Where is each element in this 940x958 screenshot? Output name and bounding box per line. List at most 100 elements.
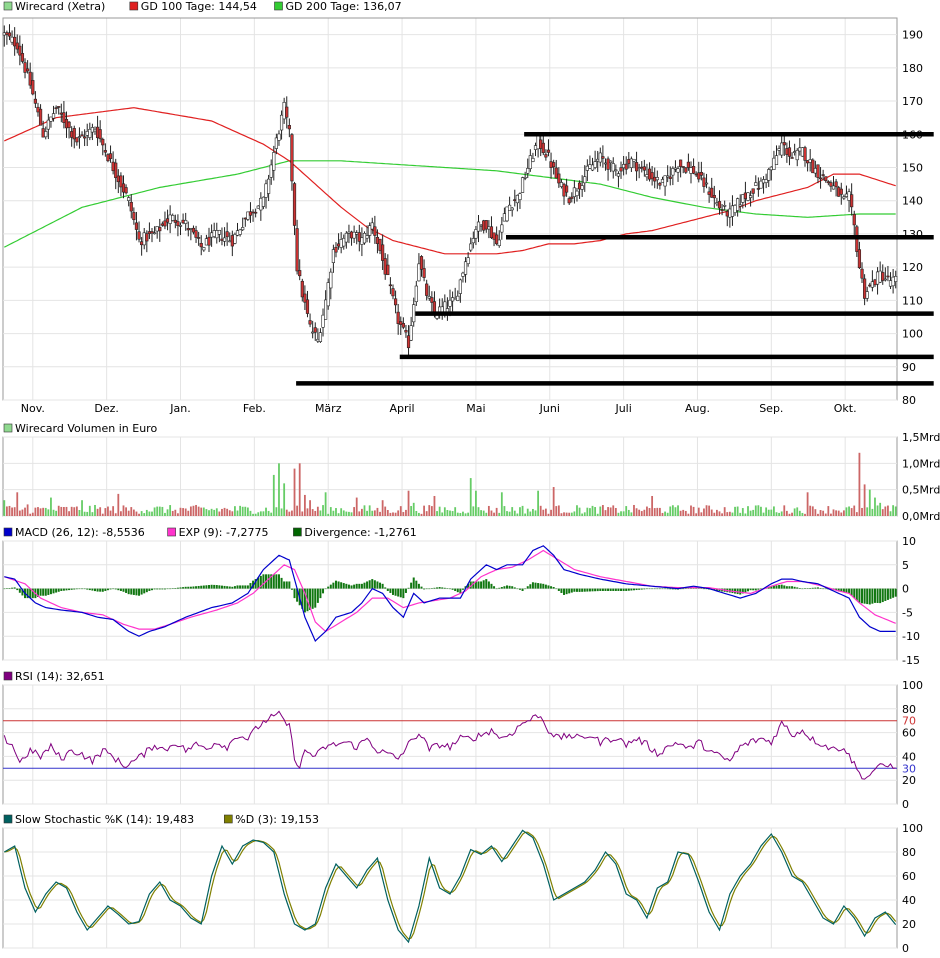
- volume-bar: [762, 512, 765, 516]
- rsi-ytick-label: 60: [902, 727, 916, 740]
- volume-bar: [601, 505, 604, 516]
- candle-down: [668, 176, 672, 179]
- volume-bar: [50, 497, 52, 516]
- macd-divergence-bar: [754, 588, 757, 591]
- candle-down: [818, 177, 823, 180]
- macd-divergence-bar: [770, 586, 773, 589]
- price-xtick-label: März: [315, 402, 342, 415]
- candle-down: [658, 182, 662, 186]
- candle-down: [782, 142, 786, 146]
- candle-down: [860, 268, 864, 279]
- legend-label-2: Divergence: -1,2761: [304, 526, 416, 539]
- macd-divergence-bar: [280, 577, 283, 589]
- macd-divergence-bar: [653, 588, 656, 590]
- volume-bar: [249, 510, 252, 516]
- volume-bar: [710, 509, 713, 516]
- macd-divergence-bar: [272, 574, 275, 589]
- macd-divergence-bar: [360, 583, 363, 589]
- candle-down: [165, 218, 170, 223]
- volume-bar: [412, 502, 415, 516]
- macd-divergence-bar: [573, 588, 576, 592]
- volume-bar: [806, 492, 809, 516]
- candle-up: [875, 271, 880, 285]
- candle-down: [33, 98, 37, 104]
- macd-divergence-bar: [171, 588, 174, 589]
- price-xtick-label: April: [389, 402, 414, 415]
- candle-up: [471, 238, 475, 244]
- candle-down: [98, 129, 102, 140]
- candle-up: [518, 193, 522, 200]
- macd-divergence-bar: [627, 588, 630, 591]
- volume-bar: [16, 492, 19, 516]
- candle-down: [699, 171, 703, 176]
- macd-divergence-bar: [314, 588, 317, 608]
- volume-bar: [674, 507, 677, 516]
- macd-divergence-bar: [42, 588, 45, 596]
- candle-up: [246, 211, 250, 220]
- macd-divergence-bar: [241, 585, 244, 589]
- macd-divergence-bar: [376, 581, 379, 589]
- macd-divergence-bar: [793, 586, 796, 589]
- price-ytick-label: 100: [902, 328, 923, 341]
- macd-divergence-bar: [739, 588, 742, 595]
- volume-bar: [581, 513, 584, 516]
- macd-divergence-bar: [485, 579, 488, 589]
- macd-divergence-bar: [151, 588, 153, 591]
- candle-up: [269, 164, 273, 178]
- volume-bar: [78, 509, 81, 516]
- volume-bar: [814, 509, 817, 516]
- macd-divergence-bar: [759, 588, 762, 590]
- volume-bar: [246, 507, 249, 516]
- volume-bar: [397, 510, 400, 516]
- volume-bar: [728, 511, 731, 516]
- volume-bar: [798, 510, 801, 516]
- candle-down: [313, 327, 317, 333]
- macd-divergence-bar: [93, 588, 96, 592]
- candle-up: [660, 179, 665, 183]
- price-xtick-label: Feb.: [243, 402, 266, 415]
- macd-divergence-bar: [425, 588, 428, 590]
- volume-bar: [350, 512, 353, 516]
- candle-up: [210, 232, 214, 238]
- candle-up: [741, 194, 745, 203]
- macd-divergence-bar: [176, 587, 179, 589]
- volume-bar: [324, 492, 327, 516]
- macd-divergence-bar: [855, 588, 858, 601]
- price-ytick-label: 180: [902, 62, 923, 75]
- macd-divergence-bar: [430, 588, 433, 589]
- candle-up: [888, 280, 893, 287]
- candle-down: [404, 330, 408, 333]
- volume-bar: [791, 512, 793, 516]
- macd-divergence-bar: [202, 585, 205, 589]
- price-xtick-label: Aug.: [685, 402, 710, 415]
- candle-up: [673, 167, 678, 170]
- candle-down: [492, 232, 496, 240]
- volume-bar: [438, 506, 441, 516]
- macd-divergence-bar: [153, 588, 156, 590]
- volume-bar: [345, 511, 348, 516]
- macd-divergence-bar: [283, 581, 286, 589]
- volume-bar: [153, 507, 156, 516]
- volume-bar: [415, 510, 418, 516]
- volume-bar: [31, 512, 34, 516]
- candle-up: [777, 148, 781, 151]
- candle-down: [7, 32, 12, 37]
- candle-up: [842, 196, 846, 199]
- macd-divergence-bar: [684, 588, 687, 589]
- macd-divergence-bar: [296, 588, 299, 602]
- candle-up: [352, 231, 356, 239]
- candle-up: [715, 202, 719, 205]
- volume-bar: [244, 506, 247, 516]
- candle-up: [505, 206, 509, 222]
- volume-bar: [355, 497, 358, 516]
- macd-divergence-bar: [679, 588, 682, 590]
- volume-bar: [824, 513, 827, 516]
- candle-down: [295, 228, 299, 272]
- volume-bar: [384, 506, 387, 516]
- volume-bar: [267, 510, 270, 516]
- candle-up: [609, 160, 613, 163]
- price-frame: [2, 17, 898, 401]
- volume-bar: [487, 505, 490, 516]
- candle-down: [194, 230, 198, 238]
- candle-down: [399, 321, 403, 325]
